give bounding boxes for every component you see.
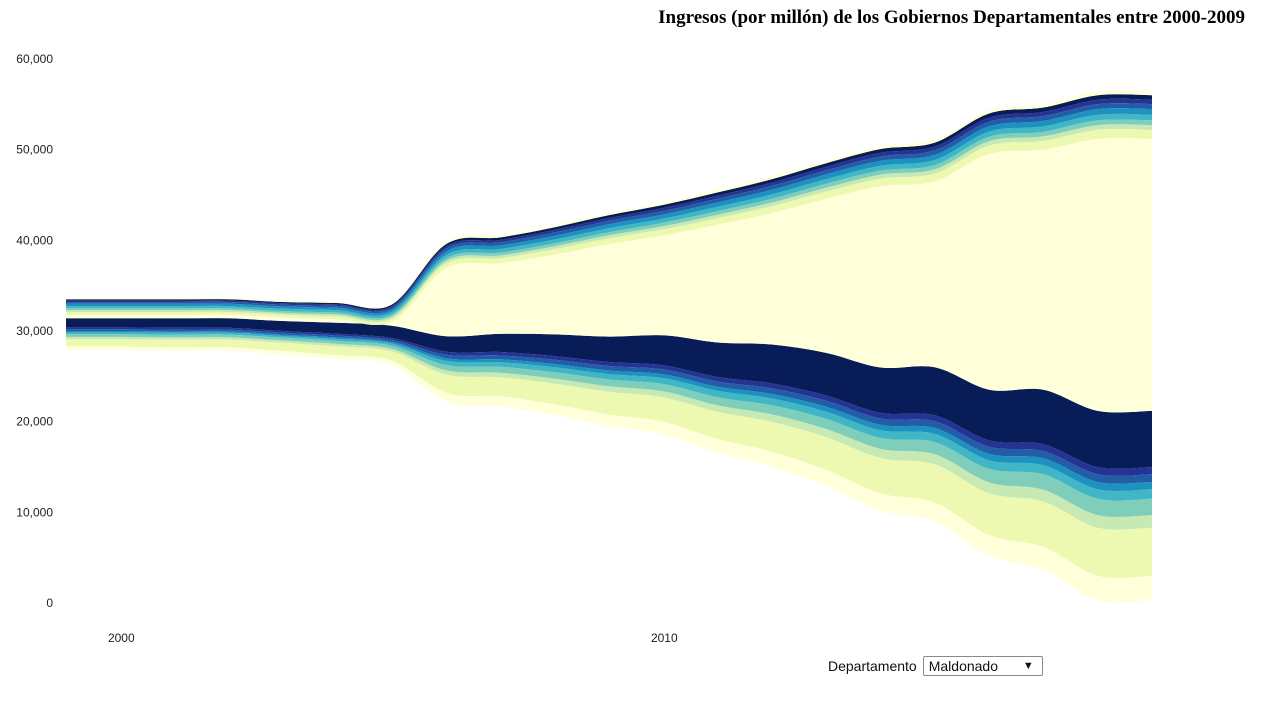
x-tick-label: 2000 — [108, 631, 135, 645]
x-tick-label: 2010 — [651, 631, 678, 645]
y-tick-label: 10,000 — [16, 505, 53, 519]
x-axis: 2000 2010 — [108, 631, 678, 645]
department-select[interactable]: Maldonado ▼ — [922, 656, 1043, 676]
stream-layer-8[interactable] — [66, 318, 1152, 469]
stream-layers — [66, 90, 1152, 603]
y-axis: 0 10,000 20,000 30,000 40,000 50,000 60,000 — [16, 52, 53, 610]
department-label: Departamento — [828, 658, 917, 674]
caret-down-icon: ▼ — [1022, 660, 1034, 672]
y-tick-label: 0 — [46, 596, 53, 610]
chart-title: Ingresos (por millón) de los Gobiernos D… — [658, 7, 1245, 28]
department-selected-value: Maldonado — [928, 658, 998, 674]
y-tick-label: 40,000 — [16, 233, 53, 247]
y-tick-label: 60,000 — [16, 52, 53, 66]
stream-layer-10[interactable] — [66, 129, 1152, 326]
y-tick-label: 20,000 — [16, 415, 53, 429]
department-control: Departamento Maldonado ▼ — [828, 656, 1043, 676]
y-tick-label: 50,000 — [16, 143, 53, 157]
stream-layer-9[interactable] — [66, 138, 1152, 413]
y-tick-label: 30,000 — [16, 324, 53, 338]
